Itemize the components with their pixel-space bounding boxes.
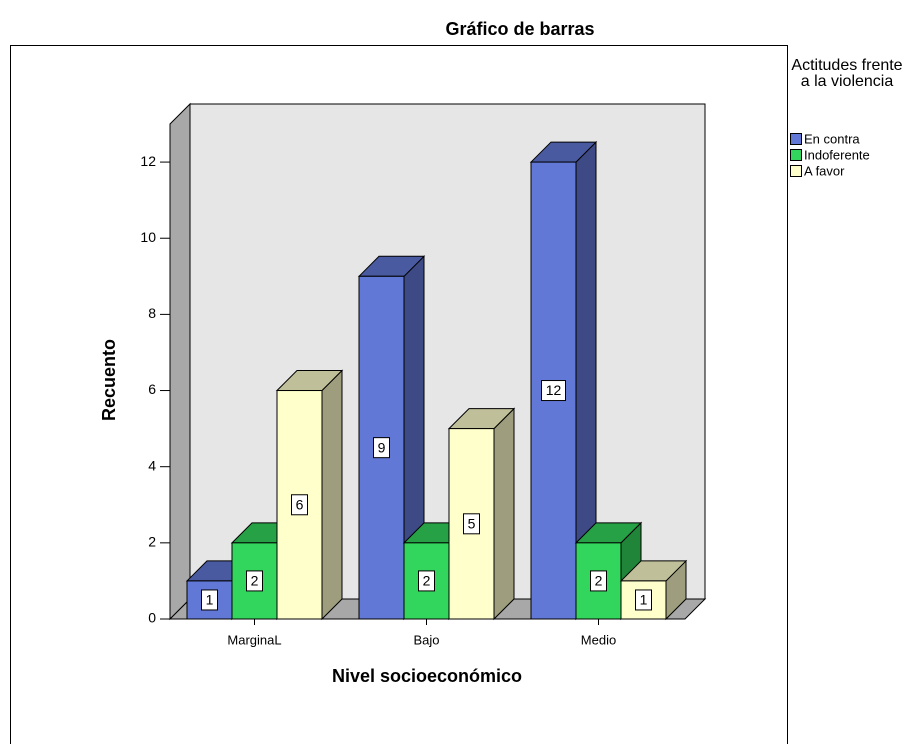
x-tick-label: Bajo	[413, 632, 439, 647]
y-axis-label: Recuento	[99, 339, 119, 421]
value-label: 12	[546, 382, 562, 398]
y-tick-label: 2	[148, 534, 156, 550]
y-tick-label: 0	[148, 610, 156, 626]
value-label: 9	[378, 439, 386, 455]
legend-label: A favor	[804, 163, 845, 178]
legend-label: En contra	[804, 131, 860, 146]
chart-frame	[10, 45, 788, 744]
value-label: 1	[206, 592, 214, 608]
legend-swatch	[790, 133, 802, 145]
legend-label: Indoferente	[804, 147, 870, 162]
value-label: 2	[595, 573, 603, 589]
chart-title: Gráfico de barras	[445, 19, 594, 39]
x-tick-label: Medio	[581, 632, 616, 647]
legend-swatch	[790, 165, 802, 177]
y-tick-label: 6	[148, 381, 156, 397]
value-label: 1	[640, 592, 648, 608]
value-label-box	[463, 513, 480, 535]
value-label-box	[373, 437, 390, 459]
bar-side	[493, 407, 515, 621]
value-label-box	[590, 570, 607, 592]
value-label-box	[291, 494, 308, 516]
left-wall	[169, 102, 191, 621]
value-label-box	[635, 589, 652, 611]
bar-side	[321, 369, 343, 621]
x-tick-label: MarginaL	[227, 632, 281, 647]
value-label: 2	[251, 573, 259, 589]
value-label: 2	[423, 573, 431, 589]
y-tick-label: 10	[140, 229, 156, 245]
y-tick-label: 8	[148, 305, 156, 321]
value-label: 6	[296, 496, 304, 512]
value-label-box	[201, 589, 218, 611]
x-axis-label: Nivel socioeconómico	[332, 666, 522, 686]
legend-swatch	[790, 149, 802, 161]
value-label-box	[418, 570, 435, 592]
value-label-box	[541, 380, 566, 402]
value-label-box	[246, 570, 263, 592]
value-label: 5	[468, 516, 476, 532]
legend-title: Actitudes frente a la violencia	[791, 57, 903, 90]
y-tick-label: 4	[148, 457, 156, 473]
y-tick-label: 12	[140, 153, 156, 169]
